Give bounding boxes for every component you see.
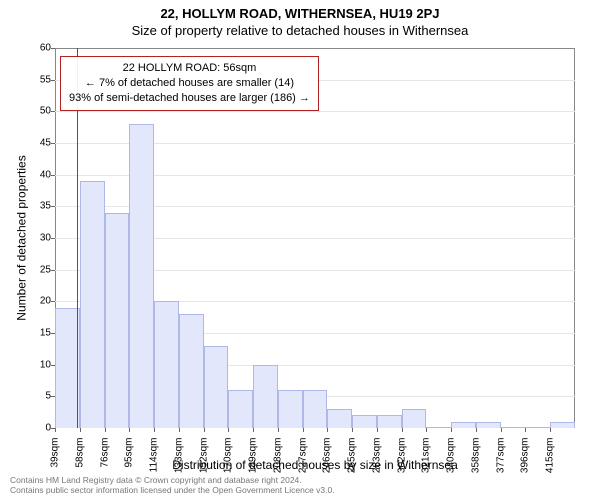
histogram-bar — [105, 213, 130, 428]
histogram-bar — [550, 422, 575, 428]
y-tick-mark — [51, 48, 55, 49]
x-tick-mark — [327, 428, 328, 432]
x-tick-mark — [525, 428, 526, 432]
histogram-bar — [303, 390, 328, 428]
histogram-bar — [204, 346, 229, 428]
y-tick-label: 35 — [21, 201, 51, 212]
x-tick-mark — [501, 428, 502, 432]
y-tick-label: 55 — [21, 74, 51, 85]
y-tick-label: 60 — [21, 43, 51, 54]
histogram-bar — [377, 415, 402, 428]
x-tick-mark — [426, 428, 427, 432]
y-gridline — [55, 111, 575, 112]
x-tick-mark — [377, 428, 378, 432]
histogram-bar — [154, 301, 179, 428]
y-tick-label: 45 — [21, 138, 51, 149]
footer-attribution: Contains HM Land Registry data © Crown c… — [10, 475, 335, 496]
x-tick-mark — [204, 428, 205, 432]
annotation-line1: 22 HOLLYM ROAD: 56sqm — [69, 61, 310, 76]
y-tick-label: 10 — [21, 359, 51, 370]
y-tick-mark — [51, 80, 55, 81]
y-tick-label: 20 — [21, 296, 51, 307]
y-tick-mark — [51, 206, 55, 207]
histogram-bar — [525, 427, 550, 428]
histogram-bar — [129, 124, 154, 428]
x-tick-mark — [476, 428, 477, 432]
y-tick-label: 5 — [21, 391, 51, 402]
histogram-bar — [476, 422, 501, 428]
x-tick-mark — [80, 428, 81, 432]
y-tick-label: 15 — [21, 328, 51, 339]
histogram-bar — [402, 409, 427, 428]
y-tick-mark — [51, 301, 55, 302]
y-tick-label: 30 — [21, 233, 51, 244]
histogram-bar — [179, 314, 204, 428]
plot-area: 22 HOLLYM ROAD: 56sqm ← 7% of detached h… — [55, 48, 575, 428]
histogram-bar — [228, 390, 253, 428]
annotation-line2: ← 7% of detached houses are smaller (14) — [69, 76, 310, 91]
x-tick-mark — [303, 428, 304, 432]
histogram-bar — [80, 181, 105, 428]
y-tick-label: 40 — [21, 169, 51, 180]
footer-line2: Contains public sector information licen… — [10, 485, 335, 496]
y-tick-mark — [51, 143, 55, 144]
x-tick-mark — [352, 428, 353, 432]
histogram-bar — [327, 409, 352, 428]
x-tick-mark — [179, 428, 180, 432]
histogram-bar — [253, 365, 278, 428]
chart-title-address: 22, HOLLYM ROAD, WITHERNSEA, HU19 2PJ — [0, 0, 600, 21]
x-tick-mark — [253, 428, 254, 432]
histogram-bar — [278, 390, 303, 428]
y-tick-mark — [51, 175, 55, 176]
y-tick-mark — [51, 238, 55, 239]
y-tick-mark — [51, 111, 55, 112]
chart-subtitle: Size of property relative to detached ho… — [0, 21, 600, 38]
histogram-bar — [426, 427, 451, 428]
footer-line1: Contains HM Land Registry data © Crown c… — [10, 475, 335, 486]
annotation-line3: 93% of semi-detached houses are larger (… — [69, 91, 310, 106]
x-tick-mark — [105, 428, 106, 432]
x-tick-mark — [278, 428, 279, 432]
x-axis-label: Distribution of detached houses by size … — [55, 458, 575, 472]
x-tick-mark — [402, 428, 403, 432]
x-tick-mark — [228, 428, 229, 432]
y-tick-label: 25 — [21, 264, 51, 275]
x-tick-mark — [550, 428, 551, 432]
x-tick-mark — [55, 428, 56, 432]
x-tick-mark — [154, 428, 155, 432]
histogram-bar — [55, 308, 80, 428]
y-tick-label: 50 — [21, 106, 51, 117]
y-tick-label: 0 — [21, 423, 51, 434]
annotation-box: 22 HOLLYM ROAD: 56sqm ← 7% of detached h… — [60, 56, 319, 111]
x-tick-mark — [451, 428, 452, 432]
y-tick-mark — [51, 270, 55, 271]
histogram-bar — [352, 415, 377, 428]
x-tick-mark — [129, 428, 130, 432]
chart-container: { "title": { "line1": "22, HOLLYM ROAD, … — [0, 0, 600, 500]
histogram-bar — [451, 422, 476, 428]
histogram-bar — [501, 427, 526, 428]
